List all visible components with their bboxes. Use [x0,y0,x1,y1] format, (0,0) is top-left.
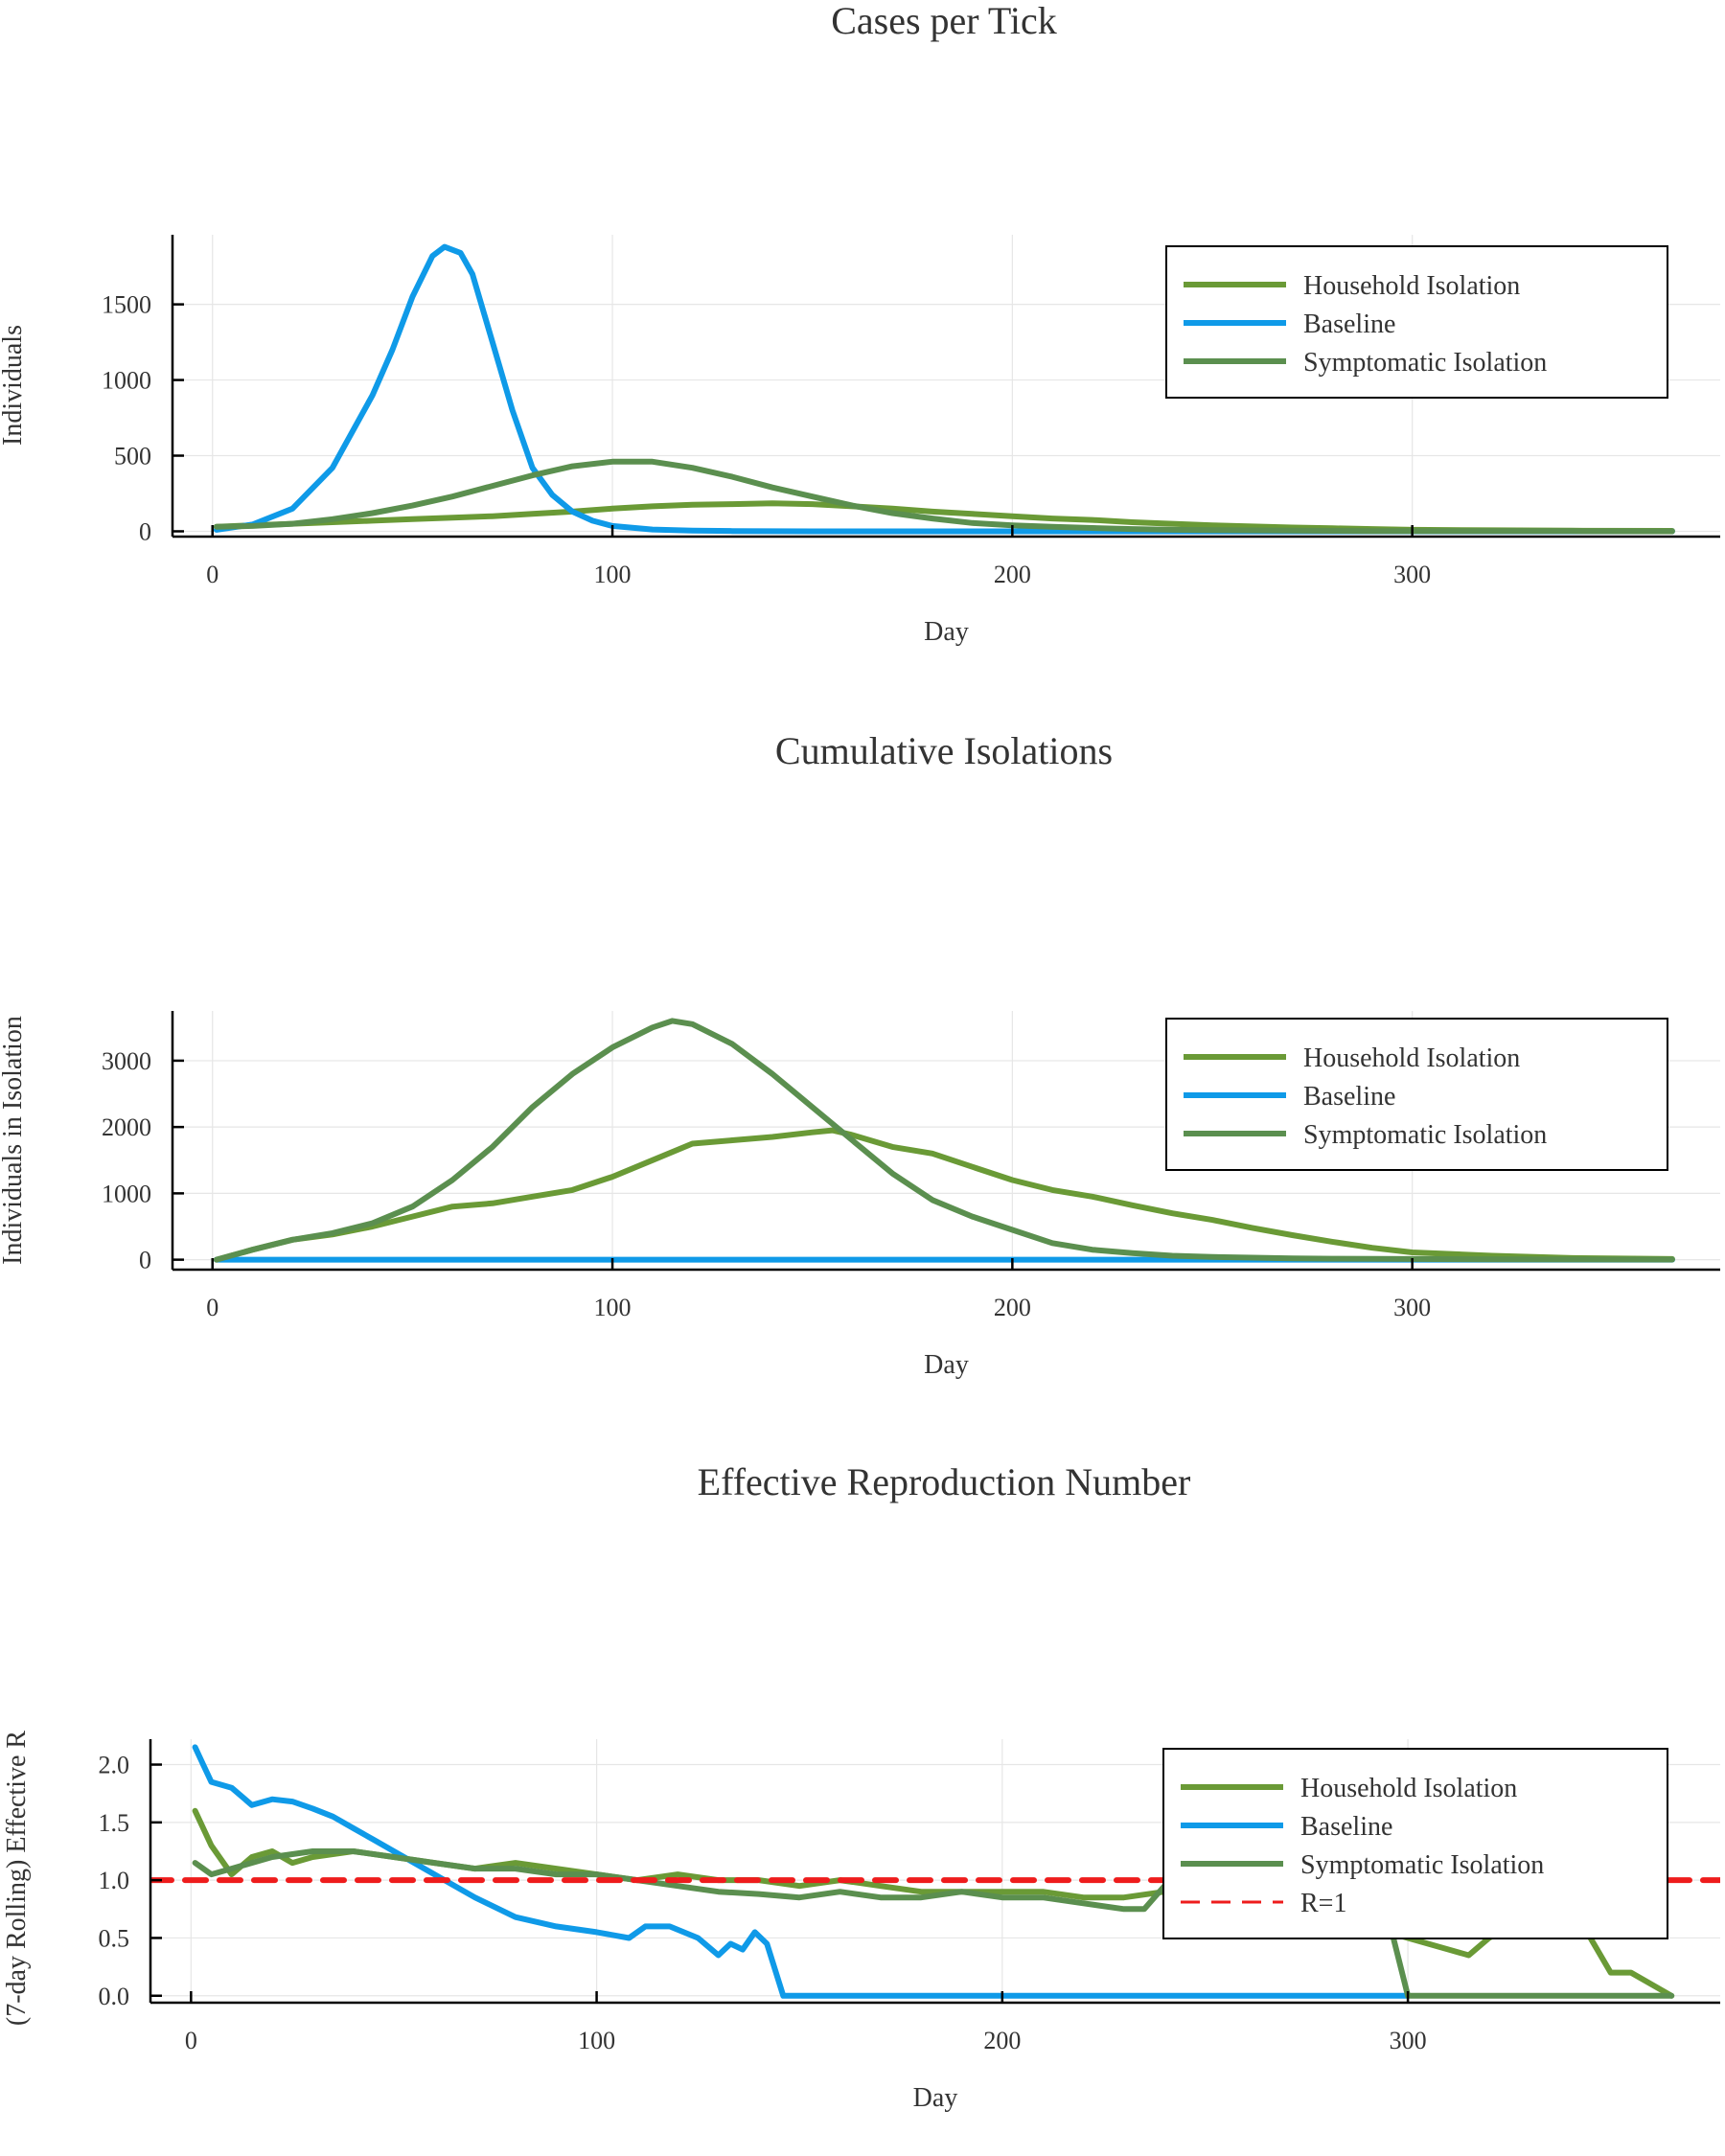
x-tick-label: 0 [206,561,218,588]
y-tick-label: 1000 [102,367,151,395]
legend-entry: Symptomatic Isolation [1303,1120,1547,1150]
x-tick-label: 200 [983,2027,1021,2054]
legend: Household Isolation Baseline Symptomatic I… [1165,1018,1668,1171]
legend-entry: Baseline [1303,1082,1395,1112]
series-line-symptomatic-isolation [213,1018,1675,1263]
legend-box [1162,1748,1668,1939]
x-tick-label: 300 [1390,2027,1427,2054]
x-tick-label: 300 [1393,561,1431,588]
legend-entry: Baseline [1300,1812,1392,1842]
series-line-household-isolation [213,1127,1675,1263]
x-tick-label: 100 [578,2027,615,2054]
y-axis-label: (7-day Rolling) Effective R [2,1731,32,2027]
legend-entry: Symptomatic Isolation [1303,348,1547,378]
legend: Household Isolation Baseline Symptomatic I… [1165,245,1668,399]
y-tick-label: 1.0 [99,1867,130,1894]
y-axis-label: Individuals in Isolation [0,1016,28,1265]
legend-entry: Symptomatic Isolation [1300,1850,1544,1880]
chart-panel-3: Effective Reproduction Number 0 100 200 300 0… [2,1460,1720,2113]
x-tick-label: 0 [206,1294,218,1321]
y-axis-label: Individuals [0,325,28,446]
x-axis-label: Day [913,2083,958,2113]
series-line-baseline [192,1744,1412,1999]
y-tick-label: 1.5 [99,1809,130,1837]
x-tick-label: 200 [994,1294,1031,1321]
series-line-baseline [213,243,1675,535]
chart-title: Effective Reproduction Number [698,1460,1191,1503]
legend: Household Isolation Baseline Symptomatic I… [1162,1748,1668,1939]
x-tick-label: 200 [994,561,1031,588]
y-tick-label: 0.0 [99,1983,130,2010]
y-tick-label: 0 [139,517,151,545]
y-tick-label: 1500 [102,291,151,319]
x-tick-label: 300 [1393,1294,1431,1321]
x-tick-label: 100 [594,1294,632,1321]
y-tick-label: 500 [114,443,151,470]
x-axis-label: Day [924,617,969,647]
y-tick-label: 0 [139,1247,151,1274]
y-tick-label: 0.5 [99,1924,130,1952]
chart-title: Cumulative Isolations [775,729,1113,772]
legend-entry: R=1 [1300,1889,1346,1918]
legend-entry: Household Isolation [1303,271,1520,301]
y-tick-label: 3000 [102,1047,151,1075]
y-tick-label: 2000 [102,1113,151,1141]
y-tick-label: 2.0 [99,1752,130,1779]
x-axis-label: Day [924,1350,969,1380]
chart-panel-1: Cases per Tick 0 100 200 300 0 500 1000 1500 Day I… [0,0,1720,647]
x-tick-label: 0 [185,2027,197,2054]
x-tick-label: 100 [594,561,632,588]
chart-title: Cases per Tick [831,0,1057,42]
legend-entry: Household Isolation [1300,1774,1517,1803]
series-line-symptomatic-isolation [213,458,1675,535]
legend-entry: Baseline [1303,310,1395,339]
legend-entry: Household Isolation [1303,1044,1520,1073]
y-tick-label: 1000 [102,1180,151,1207]
